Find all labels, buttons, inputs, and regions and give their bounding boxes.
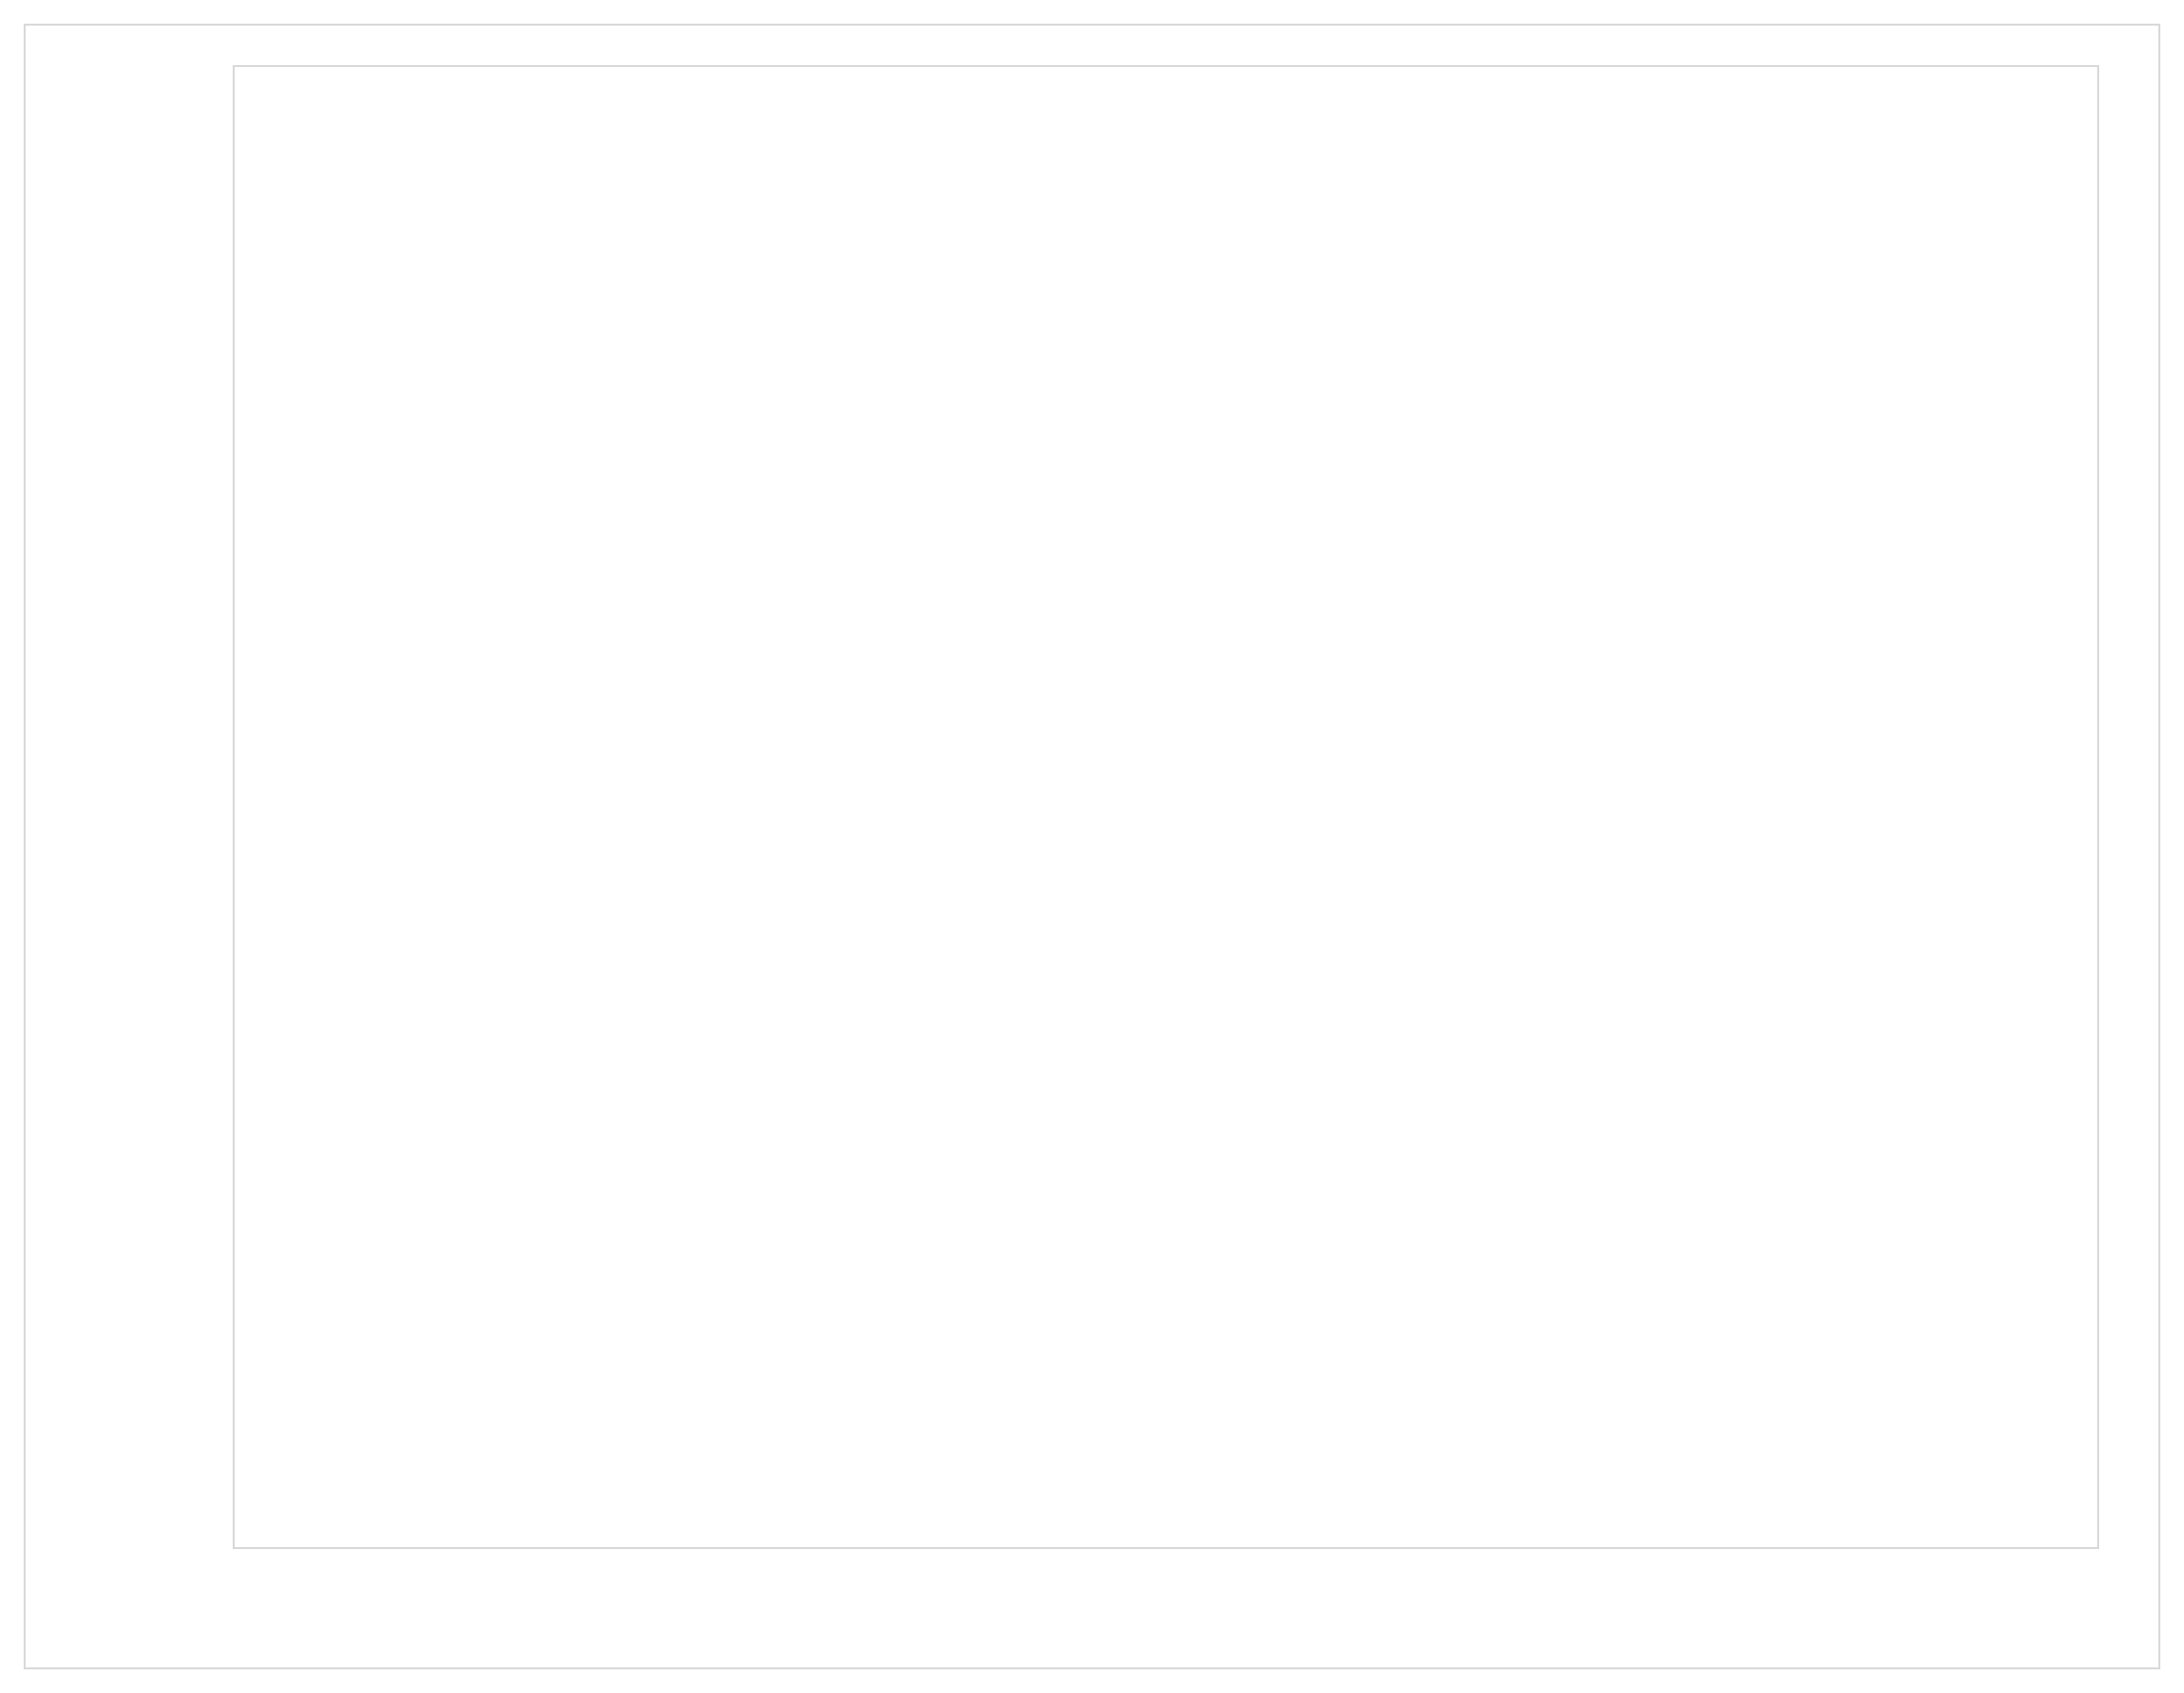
chart-body (26, 55, 2158, 1667)
y-axis-label-column (45, 65, 114, 1628)
chart-title-block (26, 45, 2158, 55)
x-axis-label (114, 1608, 2099, 1628)
x-axis-ticks (233, 1549, 2099, 1608)
y-axis-ticks (114, 65, 233, 1549)
chart-panel (24, 24, 2160, 1669)
response-curve (233, 67, 2097, 1549)
plot-area (233, 65, 2099, 1549)
